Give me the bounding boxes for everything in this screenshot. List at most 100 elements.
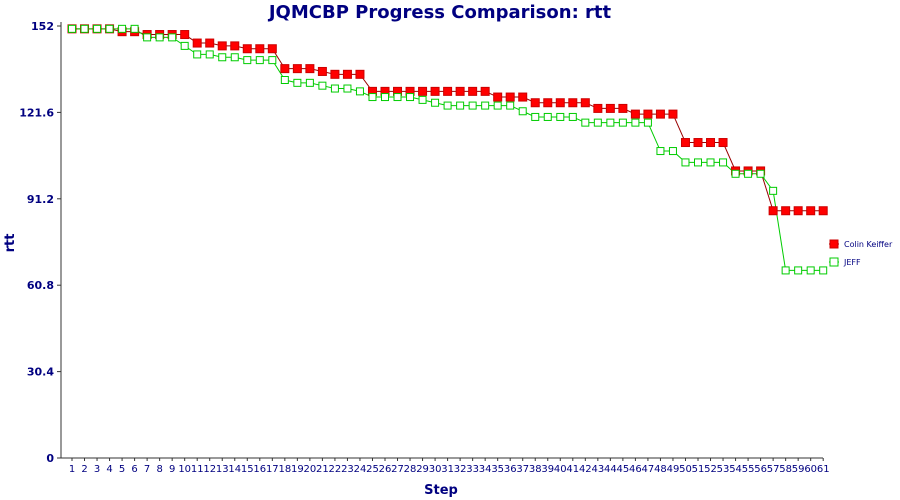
data-point bbox=[543, 98, 553, 108]
x-tick-label: 26 bbox=[379, 464, 392, 475]
data-point bbox=[293, 78, 302, 87]
data-point bbox=[456, 101, 465, 110]
data-point bbox=[343, 84, 352, 93]
data-point bbox=[630, 109, 640, 119]
legend-marker-1 bbox=[829, 239, 839, 249]
data-point bbox=[443, 86, 453, 96]
data-point bbox=[218, 53, 227, 62]
x-axis-label: Step bbox=[424, 483, 458, 498]
x-tick-label: 38 bbox=[529, 464, 542, 475]
data-point bbox=[443, 101, 452, 110]
data-point bbox=[506, 101, 515, 110]
data-point bbox=[643, 118, 652, 127]
y-tick-label: 121.6 bbox=[19, 106, 54, 119]
series-line-2 bbox=[72, 28, 824, 271]
data-point bbox=[317, 66, 327, 76]
x-tick-label: 36 bbox=[504, 464, 517, 475]
data-point bbox=[418, 95, 427, 104]
data-point bbox=[681, 158, 690, 167]
data-point bbox=[680, 138, 690, 148]
data-point bbox=[93, 24, 102, 33]
data-point bbox=[80, 24, 89, 33]
x-tick-label: 61 bbox=[817, 464, 830, 475]
series-markers-2 bbox=[68, 24, 828, 275]
data-point bbox=[593, 118, 602, 127]
data-point bbox=[406, 93, 415, 102]
data-point bbox=[744, 169, 753, 178]
data-point bbox=[481, 101, 490, 110]
data-point bbox=[105, 24, 114, 33]
data-point bbox=[793, 206, 803, 216]
data-point bbox=[530, 98, 540, 108]
data-point bbox=[318, 81, 327, 90]
x-tick-label: 56 bbox=[754, 464, 767, 475]
data-point bbox=[493, 101, 502, 110]
x-tick-label: 29 bbox=[416, 464, 429, 475]
data-point bbox=[581, 118, 590, 127]
data-point bbox=[531, 112, 540, 121]
data-point bbox=[268, 56, 277, 65]
data-point bbox=[706, 138, 716, 148]
data-point bbox=[631, 118, 640, 127]
data-point bbox=[217, 41, 227, 51]
x-tick-label: 3 bbox=[94, 464, 100, 475]
x-tick-label: 51 bbox=[692, 464, 705, 475]
data-point bbox=[292, 64, 302, 74]
data-point bbox=[518, 107, 527, 116]
x-tick-label: 48 bbox=[654, 464, 667, 475]
data-point bbox=[168, 33, 177, 42]
x-tick-label: 40 bbox=[554, 464, 567, 475]
y-tick-label: 30.4 bbox=[27, 366, 54, 379]
data-point bbox=[368, 93, 377, 102]
x-tick-label: 27 bbox=[391, 464, 404, 475]
legend-marker-2 bbox=[829, 257, 839, 267]
data-point bbox=[543, 112, 552, 121]
data-point bbox=[393, 93, 402, 102]
x-tick-label: 44 bbox=[604, 464, 617, 475]
data-point bbox=[568, 98, 578, 108]
data-point bbox=[230, 53, 239, 62]
x-tick-label: 20 bbox=[304, 464, 317, 475]
x-tick-label: 32 bbox=[454, 464, 467, 475]
legend: Colin Keiffer JEFF bbox=[829, 239, 893, 267]
data-point bbox=[342, 69, 352, 79]
x-tick-label: 9 bbox=[169, 464, 175, 475]
data-point bbox=[668, 109, 678, 119]
data-point bbox=[455, 86, 465, 96]
data-point bbox=[719, 158, 728, 167]
data-point bbox=[192, 38, 202, 48]
x-tick-label: 17 bbox=[266, 464, 279, 475]
data-point bbox=[193, 50, 202, 59]
data-point bbox=[655, 109, 665, 119]
data-point bbox=[555, 98, 565, 108]
x-tick-label: 21 bbox=[316, 464, 329, 475]
data-point bbox=[694, 158, 702, 167]
data-point bbox=[431, 98, 440, 107]
x-tick-label: 22 bbox=[329, 464, 342, 475]
data-point bbox=[255, 44, 265, 54]
x-tick-label: 42 bbox=[579, 464, 592, 475]
data-point bbox=[568, 112, 577, 121]
data-point bbox=[242, 44, 252, 54]
x-tick-label: 41 bbox=[566, 464, 579, 475]
x-tick-label: 54 bbox=[729, 464, 742, 475]
data-point bbox=[819, 266, 828, 275]
data-point bbox=[355, 69, 365, 79]
data-point bbox=[493, 92, 503, 102]
data-point bbox=[606, 118, 615, 127]
x-tick-label: 12 bbox=[203, 464, 216, 475]
x-tick-label: 28 bbox=[404, 464, 417, 475]
x-tick-label: 14 bbox=[228, 464, 241, 475]
x-tick-label: 57 bbox=[767, 464, 780, 475]
data-point bbox=[205, 50, 214, 59]
x-tick-label: 43 bbox=[591, 464, 604, 475]
legend-label-1: Colin Keiffer bbox=[844, 240, 893, 249]
y-tick-label: 60.8 bbox=[27, 279, 54, 292]
data-point bbox=[818, 206, 828, 216]
legend-label-2: JEFF bbox=[843, 258, 861, 267]
data-point bbox=[656, 147, 665, 156]
data-point bbox=[643, 109, 653, 119]
data-point bbox=[806, 266, 815, 275]
data-point bbox=[280, 64, 290, 74]
x-tick-label: 4 bbox=[106, 464, 112, 475]
